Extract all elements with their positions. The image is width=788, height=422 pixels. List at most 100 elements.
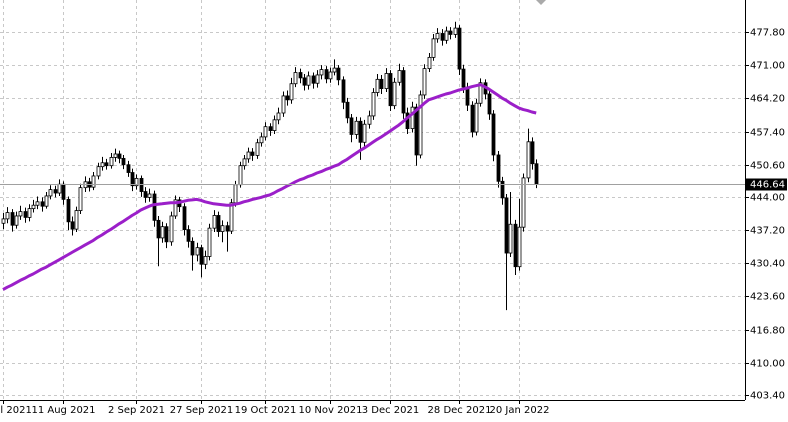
candle-body — [332, 67, 337, 73]
y-tick-label: 423.60 — [750, 292, 785, 303]
candle-body — [440, 33, 445, 41]
candle-body — [293, 72, 298, 85]
candle-body — [324, 69, 329, 80]
candle-body — [27, 208, 32, 218]
candle-body — [190, 240, 195, 256]
candle-body — [199, 247, 204, 265]
candle-body — [508, 223, 513, 254]
x-tick-label: 20 Jan 2022 — [490, 405, 550, 416]
candle-body — [474, 102, 479, 133]
candle-body — [487, 93, 492, 115]
shift-marker — [536, 0, 546, 5]
candle-body — [74, 210, 79, 230]
candle-body — [255, 142, 260, 156]
candle-body — [5, 212, 10, 220]
candle-body — [349, 117, 354, 135]
x-tick-label: 30 Jul 2021 — [0, 405, 32, 416]
candle-body — [121, 157, 126, 166]
candle-body — [147, 193, 152, 198]
candle-body — [478, 82, 483, 104]
candle-body — [207, 227, 212, 257]
candle-body — [104, 162, 109, 167]
x-tick-label: 28 Dec 2021 — [428, 405, 492, 416]
candle-body — [379, 78, 384, 90]
x-tick-label: 27 Sep 2021 — [170, 405, 233, 416]
candle-body — [225, 225, 230, 232]
candle-body — [233, 184, 238, 204]
x-tick-label: 3 Dec 2021 — [362, 405, 420, 416]
candle-body — [160, 226, 165, 239]
candle-body — [354, 120, 359, 135]
candle-body — [298, 72, 303, 79]
candle-body — [186, 229, 191, 242]
candle-body — [345, 101, 350, 119]
y-tick-label: 477.80 — [750, 28, 785, 39]
candle-body — [203, 256, 208, 265]
last-price-label: 446.64 — [750, 180, 785, 191]
candle-body — [35, 201, 40, 206]
candle-body — [152, 193, 157, 221]
candle-body — [530, 141, 535, 165]
candle-body — [384, 73, 389, 90]
candle-body — [263, 126, 268, 138]
candle-body — [48, 189, 53, 197]
candle-body — [246, 151, 251, 160]
candle-body — [435, 33, 440, 40]
candle-body — [358, 120, 363, 143]
candle-body — [238, 165, 243, 186]
candle-body — [156, 219, 161, 239]
y-tick-label: 403.40 — [750, 391, 785, 402]
candle-body — [1, 218, 6, 224]
axes: 403.40 410.00 416.80 423.60 430.40 437.20 444.… — [0, 28, 787, 416]
candle-body — [134, 177, 139, 187]
candle-body — [457, 27, 462, 70]
candle-body — [272, 119, 277, 131]
candle-body — [491, 113, 496, 156]
candle-body — [164, 226, 169, 243]
candle-body — [113, 153, 118, 158]
candle-body — [14, 215, 19, 226]
candle-body — [169, 215, 174, 243]
candle-body — [91, 175, 96, 188]
candle-body — [40, 201, 45, 207]
candle-body — [242, 158, 247, 167]
y-tick-label: 457.40 — [750, 128, 785, 139]
candle-body — [496, 154, 501, 182]
candle-body — [78, 187, 83, 211]
y-tick-label: 437.20 — [750, 226, 785, 237]
x-tick-label: 11 Aug 2021 — [31, 405, 95, 416]
candle-body — [109, 157, 114, 167]
candle-body — [70, 221, 75, 230]
candle-body — [336, 67, 341, 81]
candle-body — [285, 95, 290, 101]
candle-body — [341, 79, 346, 103]
candle-body — [96, 166, 101, 177]
candle-body — [410, 106, 415, 130]
candle-body — [66, 198, 71, 223]
candle-body — [250, 151, 255, 156]
candle-body — [431, 38, 436, 58]
candle-body — [212, 215, 217, 229]
candle-body — [513, 223, 518, 268]
candle-body — [328, 71, 333, 80]
candle-body — [534, 163, 539, 185]
candle-body — [23, 211, 28, 218]
candle-body — [504, 197, 509, 254]
candle-body — [362, 123, 367, 143]
candle-body — [302, 77, 307, 86]
candle-body — [18, 211, 23, 217]
y-tick-label: 464.20 — [750, 94, 785, 105]
candle-body — [521, 177, 526, 228]
candle-body — [289, 83, 294, 101]
candle-body — [276, 112, 281, 121]
candle-body — [268, 126, 273, 131]
candle-body — [44, 195, 49, 207]
candle-body — [130, 172, 135, 187]
candle-body — [375, 78, 380, 93]
x-tick-label: 10 Nov 2021 — [298, 405, 362, 416]
candle-body — [220, 225, 225, 232]
candle-body — [57, 183, 62, 194]
candle-body — [371, 92, 376, 117]
candle-body — [143, 191, 148, 198]
